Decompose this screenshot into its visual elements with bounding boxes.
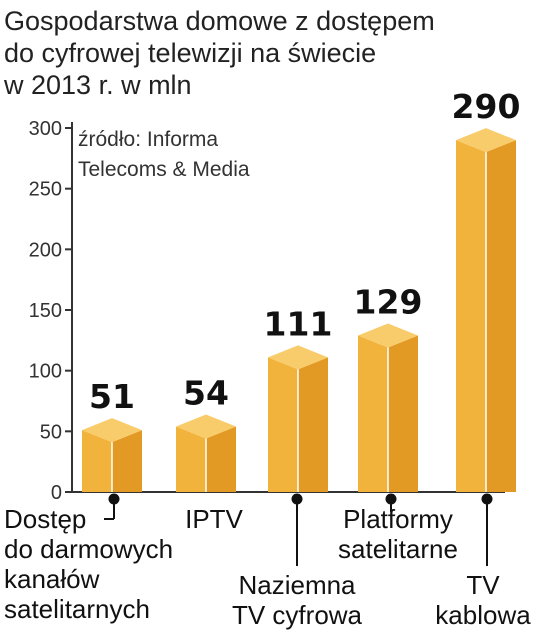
- y-tick-label: 0: [51, 482, 62, 504]
- bar-front: [358, 335, 388, 492]
- bars: 51 54 111 129 290: [82, 87, 520, 492]
- bar: 54: [176, 373, 236, 492]
- bar-front: [82, 430, 112, 492]
- value-label: 129: [354, 282, 423, 321]
- bar: 290: [452, 87, 521, 492]
- bar-front: [268, 357, 298, 492]
- source-line-2: Telecoms & Media: [78, 158, 250, 181]
- category-label: Platformy satelitarne: [338, 504, 458, 564]
- chart-title: Gospodarstwa domowe z dostępem do cyfrow…: [3, 6, 435, 100]
- title-line-2: do cyfrowej telewizji na świecie: [4, 38, 376, 68]
- category-label: Naziemna TV cyfrowa: [232, 570, 363, 630]
- bar-side: [388, 335, 418, 492]
- category-label: TV kablowa: [435, 570, 531, 630]
- category-label: Dostęp do darmowych kanałów satelitarnych: [4, 504, 173, 624]
- title-line-3: w 2013 r. w mln: [3, 70, 192, 100]
- value-label: 111: [264, 304, 333, 343]
- y-tick-label: 300: [29, 118, 62, 140]
- bar-side: [112, 430, 142, 492]
- bar-top: [268, 345, 328, 370]
- y-tick-label: 50: [40, 421, 62, 443]
- category-labels: Dostęp do darmowych kanałów satelitarnych IP…: [4, 493, 531, 630]
- category-label: IPTV: [185, 504, 243, 534]
- y-tick-label: 100: [29, 361, 62, 383]
- bar: 51: [82, 377, 142, 492]
- bar-front: [176, 426, 206, 492]
- value-label: 54: [183, 373, 229, 412]
- source-note: źródło: Informa Telecoms & Media: [78, 128, 250, 181]
- y-tick-label: 200: [29, 239, 62, 261]
- bar-side: [206, 426, 236, 492]
- y-tick-label: 150: [29, 300, 62, 322]
- bar-side: [298, 357, 328, 492]
- bar-side: [486, 140, 516, 492]
- bar-top: [456, 128, 516, 153]
- bar-top: [176, 414, 236, 439]
- title-line-1: Gospodarstwa domowe z dostępem: [4, 6, 435, 36]
- value-label: 290: [452, 87, 521, 126]
- bar-top: [358, 323, 418, 348]
- bar: 129: [354, 282, 423, 492]
- bar-top: [82, 418, 142, 443]
- bar-front: [456, 140, 486, 492]
- value-label: 51: [89, 377, 135, 416]
- bar: 111: [264, 304, 333, 492]
- y-tick-label: 250: [29, 179, 62, 201]
- source-line-1: źródło: Informa: [78, 128, 218, 151]
